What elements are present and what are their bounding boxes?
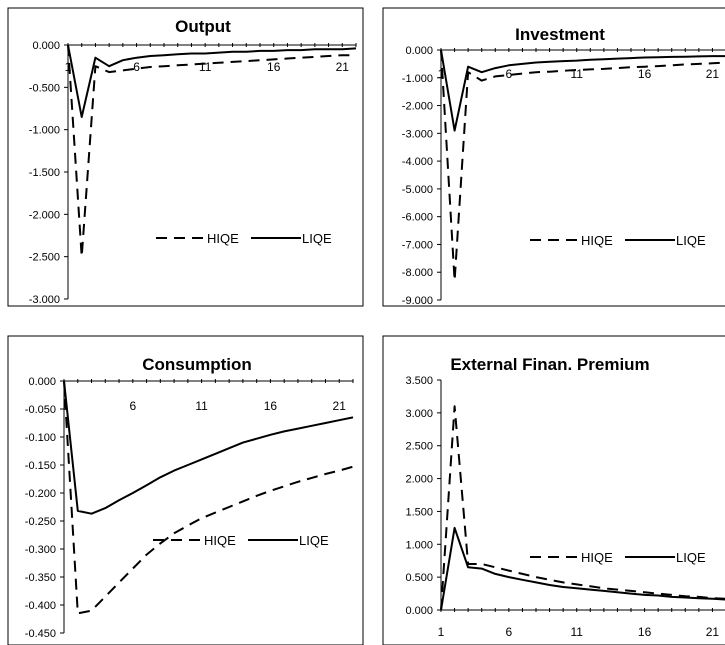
y-tick-label: 1.500 [405, 506, 433, 518]
x-tick-label: 6 [129, 399, 136, 413]
legend-label-hiqe: HIQE [581, 550, 613, 565]
chart-output-yticks: 0.000 -0.500 -1.000 -1.500 -2.000 -2.500 -3.00… [29, 40, 68, 306]
series-line-hiqe [440, 49, 725, 282]
y-tick-label: -2.500 [29, 252, 60, 264]
x-tick-label: 16 [264, 399, 278, 413]
series-line-liqe [440, 49, 725, 132]
y-tick-label: -3.000 [402, 128, 433, 140]
series-line-liqe [440, 526, 725, 611]
x-tick-label: 21 [333, 399, 347, 413]
chart-external-finan-premium-title: External Finan. Premium [450, 355, 649, 374]
y-tick-label: -0.050 [25, 404, 56, 416]
chart-output: Output 0.000 -0.500 -1.000 -1.500 -2.000 -2.5… [7, 7, 364, 307]
x-tick-label: 11 [570, 67, 583, 81]
x-tick-label: 21 [336, 60, 350, 74]
chart-consumption-yticks: 0.000 -0.050 -0.100 -0.150 -0.200 -0.250 -0.30… [25, 376, 64, 640]
chart-consumption-legend: HIQE LIQE [153, 533, 329, 548]
y-tick-label: -0.100 [25, 432, 56, 444]
y-tick-label: -1.000 [402, 73, 433, 85]
legend-label-hiqe: HIQE [581, 233, 613, 248]
y-tick-label: -2.000 [402, 101, 433, 113]
y-tick-label: -0.250 [25, 516, 56, 528]
x-tick-label: 1 [438, 625, 445, 639]
chart-consumption-title: Consumption [142, 355, 252, 374]
chart-investment-yticks: 0.000 -1.000 -2.000 -3.000 -4.000 -5.000 -6.00… [402, 45, 441, 307]
y-tick-label: -9.000 [402, 295, 433, 307]
series-line-hiqe [67, 44, 356, 258]
chart-consumption-frame [7, 335, 364, 645]
chart-investment-plot [440, 49, 725, 300]
y-tick-label: -0.350 [25, 572, 56, 584]
chart-investment-frame [382, 7, 725, 307]
y-tick-label: 0.000 [405, 605, 433, 617]
chart-external-finan-premium-plot [440, 380, 725, 611]
x-tick-label: 6 [506, 625, 513, 639]
x-tick-label: 11 [199, 60, 212, 74]
y-tick-label: -8.000 [402, 267, 433, 279]
series-line-liqe [67, 44, 357, 118]
y-tick-label: -0.300 [25, 544, 56, 556]
chart-output-title: Output [175, 17, 231, 36]
y-tick-label: 2.000 [405, 474, 433, 486]
x-tick-label: 21 [706, 625, 720, 639]
x-tick-label: 6 [133, 60, 140, 74]
y-tick-label: -0.150 [25, 460, 56, 472]
x-tick-label: 11 [195, 399, 208, 413]
y-tick-label: -0.450 [25, 628, 56, 640]
y-tick-label: 0.000 [28, 376, 56, 388]
legend-label-liqe: LIQE [676, 550, 706, 565]
x-tick-label: 16 [267, 60, 281, 74]
y-tick-label: -0.200 [25, 488, 56, 500]
chart-investment-title: Investment [515, 25, 605, 44]
y-tick-label: -0.400 [25, 600, 56, 612]
series-line-liqe [63, 380, 354, 515]
chart-external-finan-premium: External Finan. Premium 3.500 3.000 2.500 2… [382, 335, 725, 645]
series-line-hiqe [440, 405, 725, 611]
chart-external-finan-premium-frame [382, 335, 725, 645]
y-tick-label: -6.000 [402, 212, 433, 224]
x-tick-label: 16 [638, 67, 652, 81]
y-tick-label: 0.000 [405, 45, 433, 57]
y-tick-label: 1.000 [405, 539, 433, 551]
y-tick-label: 3.000 [405, 408, 433, 420]
chart-external-finan-premium-xticks: 1 6 11 16 21 [438, 608, 720, 639]
y-tick-label: 0.000 [32, 40, 60, 52]
y-tick-label: -5.000 [402, 184, 433, 196]
series-line-hiqe [63, 380, 354, 615]
legend-label-liqe: LIQE [299, 533, 329, 548]
chart-output-legend: HIQE LIQE [156, 231, 332, 246]
chart-investment-legend: HIQE LIQE [530, 233, 706, 248]
legend-label-hiqe: HIQE [204, 533, 236, 548]
x-tick-label: 21 [706, 67, 720, 81]
chart-output-frame [7, 7, 364, 307]
y-tick-label: -1.500 [29, 167, 60, 179]
y-tick-label: -3.000 [29, 294, 60, 306]
y-tick-label: -7.000 [402, 239, 433, 251]
y-tick-label: 2.500 [405, 441, 433, 453]
x-tick-label: 6 [506, 67, 513, 81]
legend-label-hiqe: HIQE [207, 231, 239, 246]
chart-external-finan-premium-legend: HIQE LIQE [530, 550, 706, 565]
chart-external-finan-premium-yticks: 3.500 3.000 2.500 2.000 1.500 1.000 0.500 0.000 [405, 375, 441, 617]
chart-investment: Investment 0.000 -1.000 -2.000 -3.000 -4.000… [382, 7, 725, 307]
x-tick-label: 16 [638, 625, 652, 639]
y-tick-label: 3.500 [405, 375, 433, 387]
y-tick-label: -4.000 [402, 156, 433, 168]
x-tick-label: 11 [570, 625, 583, 639]
legend-label-liqe: LIQE [676, 233, 706, 248]
y-tick-label: 0.500 [405, 572, 433, 584]
y-tick-label: -0.500 [29, 82, 60, 94]
legend-label-liqe: LIQE [302, 231, 332, 246]
y-tick-label: -2.000 [29, 209, 60, 221]
chart-output-plot [67, 44, 357, 299]
chart-consumption-plot [63, 380, 354, 633]
y-tick-label: -1.000 [29, 125, 60, 137]
chart-consumption: Consumption 0.000 -0.050 -0.100 -0.150 -0.20… [7, 335, 364, 645]
